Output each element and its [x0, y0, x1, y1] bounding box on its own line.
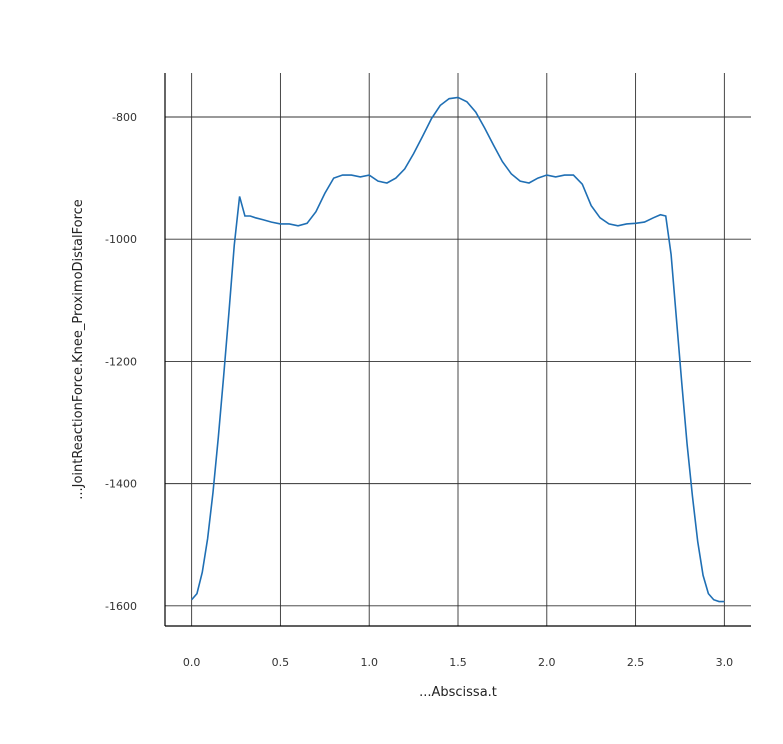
series-line — [191, 96, 725, 603]
x-tick-label: 0.5 — [272, 656, 290, 669]
x-tick-label: 1.5 — [449, 656, 467, 669]
y-tick-label: -1000 — [105, 233, 137, 246]
y-tick-label: -1400 — [105, 478, 137, 491]
y-tick-label: -800 — [112, 111, 137, 124]
x-tick-label: 0.0 — [183, 656, 201, 669]
y-tick-labels: -1600 -1400 -1200 -1000 -800 — [105, 111, 137, 613]
x-tick-label: 2.5 — [627, 656, 645, 669]
y-axis-title: ...JointReactionForce.Knee_ProximoDistal… — [71, 199, 86, 500]
x-axis-title: ...Abscissa.t — [419, 685, 497, 700]
x-tick-label: 1.0 — [360, 656, 378, 669]
x-tick-label: 2.0 — [538, 656, 556, 669]
y-tick-label: -1200 — [105, 355, 137, 368]
x-tick-labels: 0.0 0.5 1.0 1.5 2.0 2.5 3.0 — [183, 656, 733, 669]
series-layer — [191, 96, 725, 603]
x-tick-label: 3.0 — [716, 656, 734, 669]
y-tick-label: -1600 — [105, 600, 137, 613]
axes — [164, 73, 751, 627]
grid-lines — [165, 73, 751, 626]
